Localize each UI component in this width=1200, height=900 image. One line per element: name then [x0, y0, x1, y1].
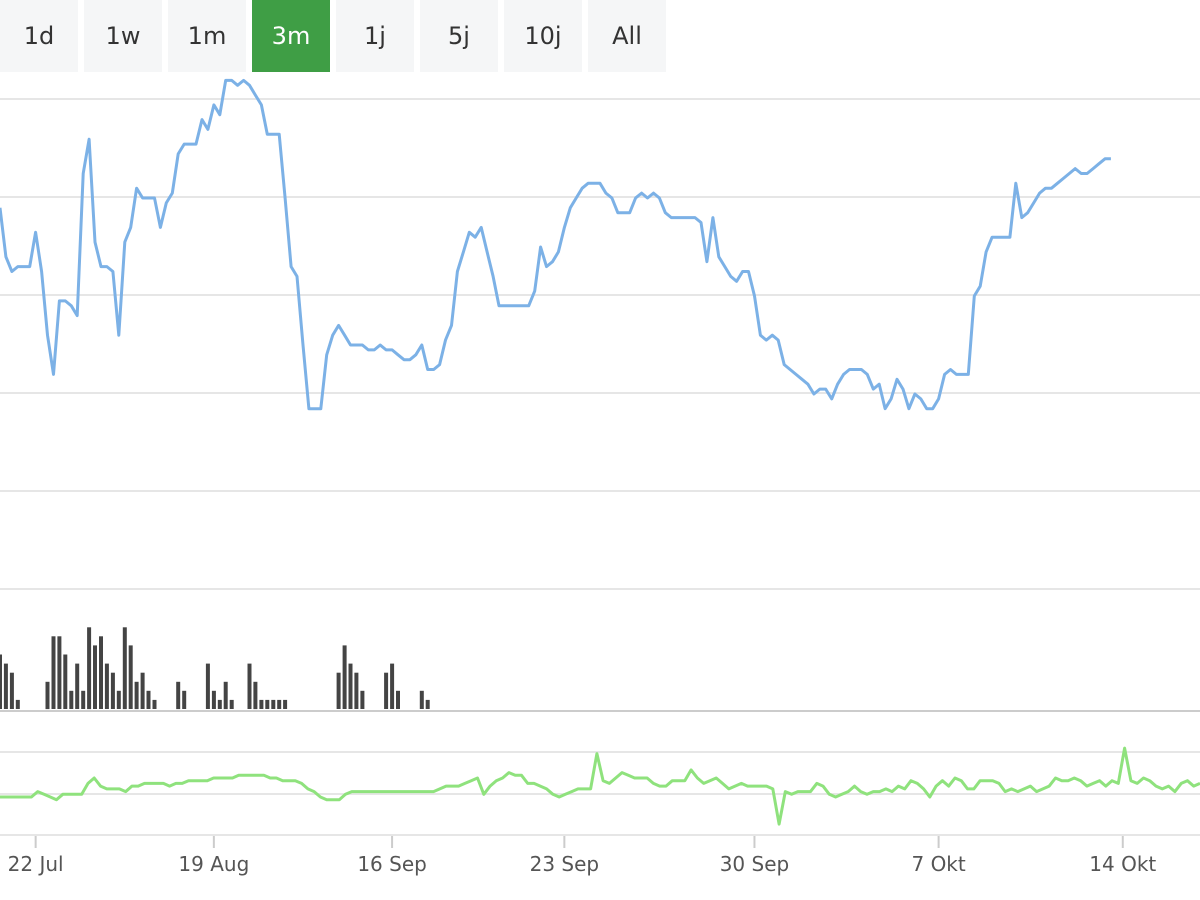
volume-bar: [259, 699, 264, 709]
volume-bar: [57, 636, 62, 709]
volume-bar: [69, 690, 74, 709]
volume-bar: [283, 699, 288, 709]
volume-bar: [134, 681, 139, 710]
volume-bar: [419, 690, 424, 709]
volume-bar: [3, 663, 8, 709]
range-button-10j[interactable]: 10j: [504, 0, 582, 72]
volume-bar: [384, 672, 389, 709]
volume-bar: [277, 699, 282, 709]
stock-chart: 22 Jul 19 Aug 16 Sep 23 Sep 30 Sep 7 Okt 14 Ok…: [0, 78, 1200, 876]
volume-bar: [360, 690, 365, 709]
volume-bar: [217, 699, 222, 709]
volume-bar: [253, 681, 258, 710]
volume-bar: [271, 699, 276, 709]
volume-bar: [140, 672, 145, 709]
volume-bar: [51, 636, 56, 709]
volume-bar: [354, 672, 359, 709]
volume-bar: [396, 690, 400, 709]
volume-bar: [75, 663, 80, 709]
volume-bar: [122, 627, 127, 710]
x-tick-label: 30 Sep: [720, 852, 790, 876]
volume-bars: [0, 627, 430, 710]
volume-bar: [229, 699, 234, 709]
x-axis: 22 Jul 19 Aug 16 Sep 23 Sep 30 Sep 7 Okt 14 Ok…: [8, 836, 1156, 876]
indicator-line: [0, 746, 1200, 826]
volume-bar: [205, 663, 210, 709]
x-tick-label: 19 Aug: [178, 852, 249, 876]
range-button-3m[interactable]: 3m: [252, 0, 330, 72]
range-button-1j[interactable]: 1j: [336, 0, 414, 72]
volume-bar: [45, 681, 50, 710]
volume-bar: [211, 690, 216, 709]
volume-bar: [87, 627, 92, 710]
volume-bar: [146, 690, 151, 709]
volume-bar: [348, 663, 353, 709]
x-tick-label: 22 Jul: [8, 852, 64, 876]
volume-bar: [176, 681, 181, 710]
range-button-all[interactable]: All: [588, 0, 666, 72]
volume-bar: [93, 645, 97, 709]
volume-bar: [390, 663, 395, 709]
x-tick-label: 14 Okt: [1089, 852, 1156, 876]
range-button-1w[interactable]: 1w: [84, 0, 162, 72]
volume-bar: [104, 663, 109, 709]
volume-bar: [0, 654, 2, 709]
volume-bar: [99, 636, 103, 709]
range-button-5j[interactable]: 5j: [420, 0, 498, 72]
x-tick-label: 23 Sep: [530, 852, 600, 876]
volume-bar: [265, 699, 270, 709]
volume-bar: [425, 699, 430, 709]
volume-bar: [342, 645, 347, 709]
price-line: [0, 78, 1111, 411]
volume-bar: [223, 681, 228, 710]
range-button-1m[interactable]: 1m: [168, 0, 246, 72]
x-tick-label: 16 Sep: [357, 852, 427, 876]
range-button-1d[interactable]: 1d: [0, 0, 78, 72]
volume-bar: [152, 699, 157, 709]
volume-bar: [110, 672, 115, 709]
volume-bar: [336, 672, 341, 709]
volume-bar: [128, 645, 133, 709]
x-tick-label: 7 Okt: [911, 852, 965, 876]
volume-bar: [15, 699, 20, 709]
grid-lines: [0, 98, 1200, 836]
volume-bar: [9, 672, 14, 709]
volume-bar: [116, 690, 121, 709]
volume-bar: [63, 654, 68, 709]
volume-bar: [247, 663, 252, 709]
volume-bar: [81, 690, 86, 709]
volume-bar: [182, 690, 187, 709]
